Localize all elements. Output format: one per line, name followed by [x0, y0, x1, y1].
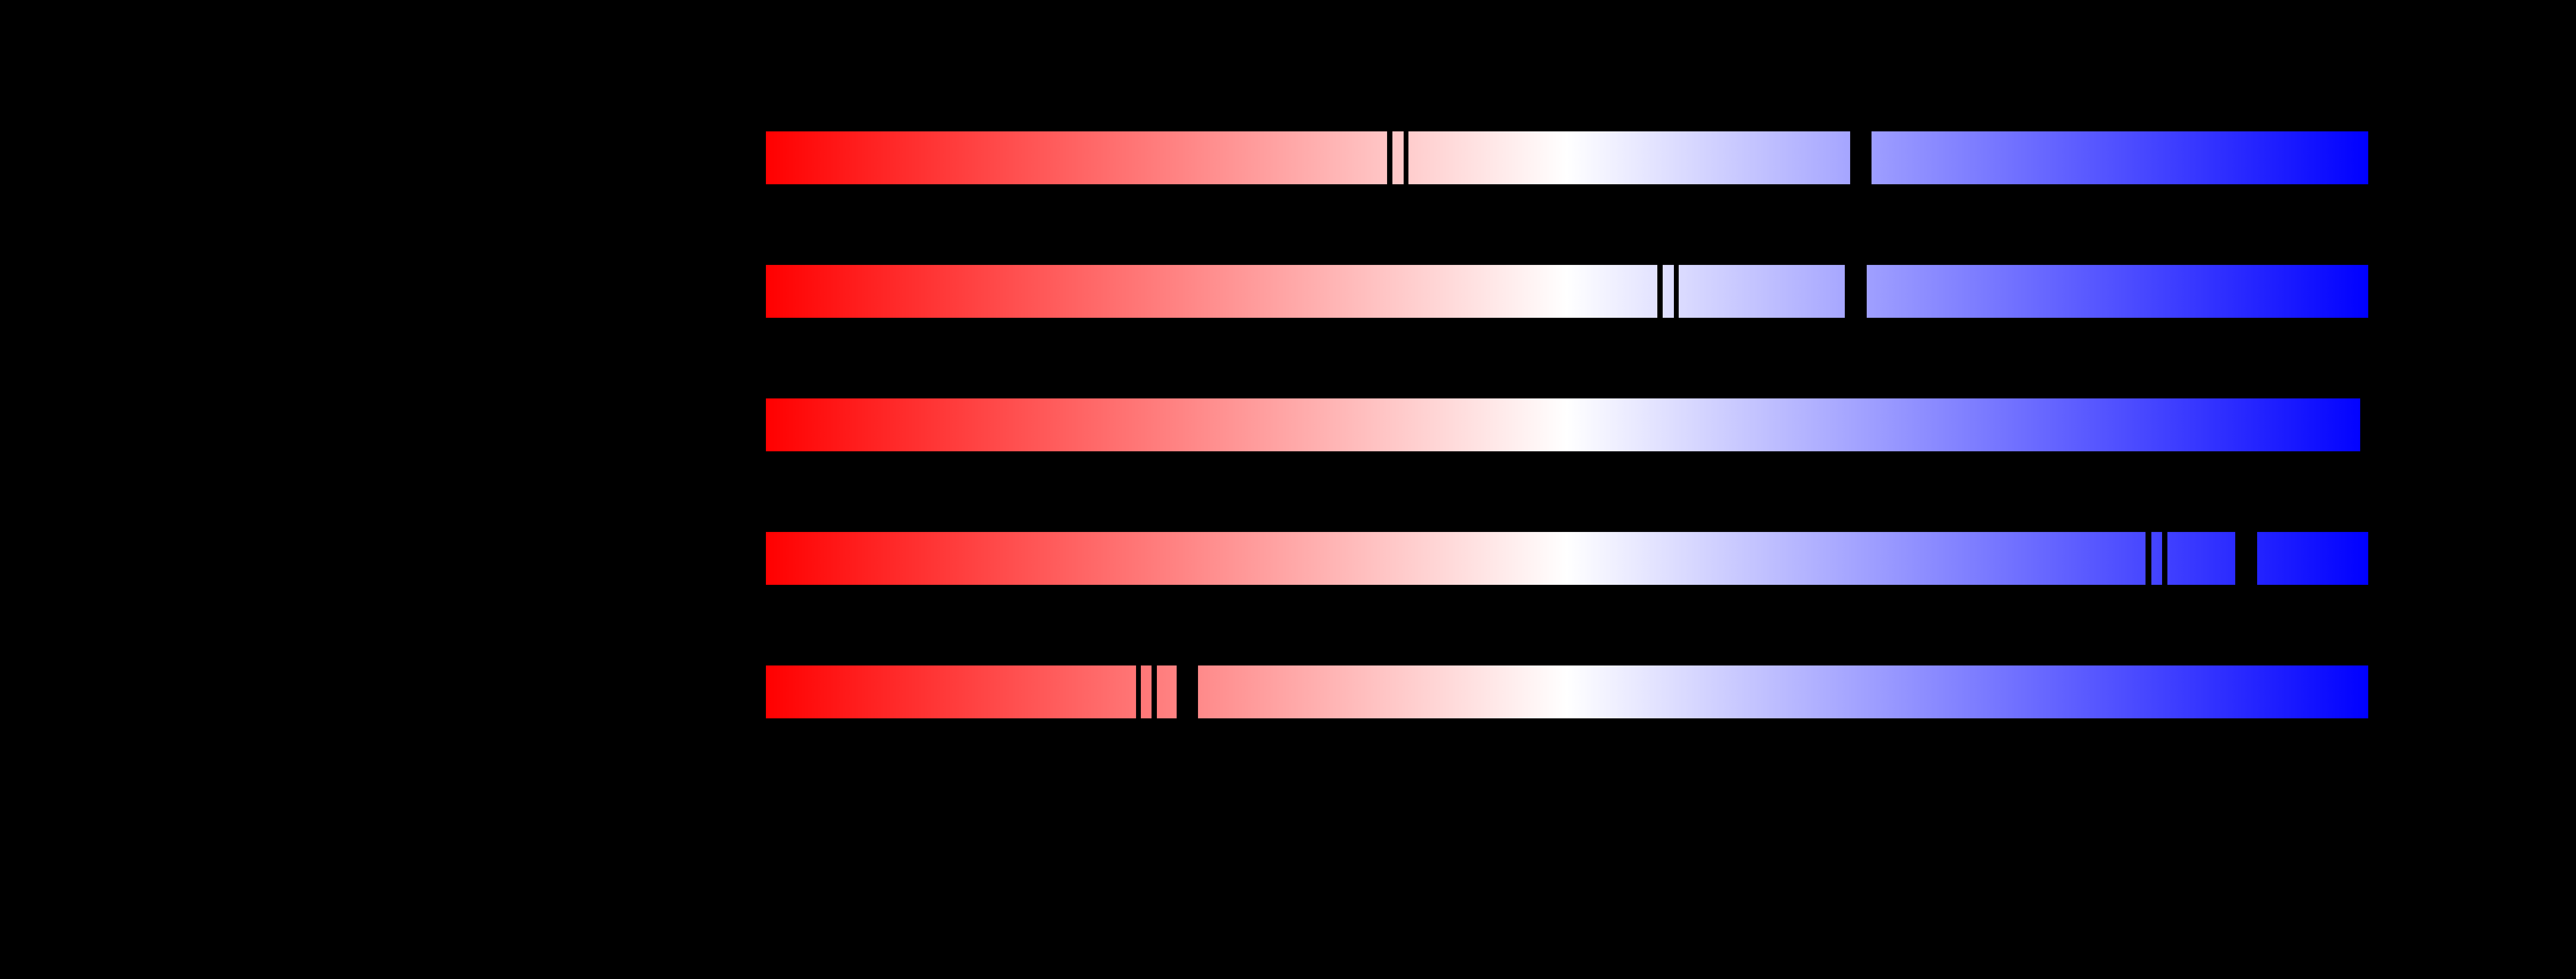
bar-marker-tick [1387, 131, 1392, 184]
bar-marker-gap [1850, 131, 1872, 184]
gradient-bar-row-1 [766, 131, 2368, 184]
bar-marker-gap [1844, 265, 1867, 318]
gradient-bar-row-5 [766, 665, 2368, 718]
gradient-bar-row-4 [766, 532, 2368, 585]
gradient-bar-row-2 [766, 265, 2368, 318]
gradient-bar-row-3 [766, 398, 2360, 451]
bar-marker-gap [2235, 532, 2258, 585]
bar-marker-tick [1152, 665, 1157, 718]
bar-marker-tick [1404, 131, 1408, 184]
bar-marker-tick [1136, 665, 1141, 718]
bar-marker-tick [2146, 532, 2152, 585]
bar-marker-tick [2162, 532, 2168, 585]
bar-marker-gap [1176, 665, 1199, 718]
bar-marker-tick [1657, 265, 1663, 318]
bar-marker-tick [1674, 265, 1679, 318]
